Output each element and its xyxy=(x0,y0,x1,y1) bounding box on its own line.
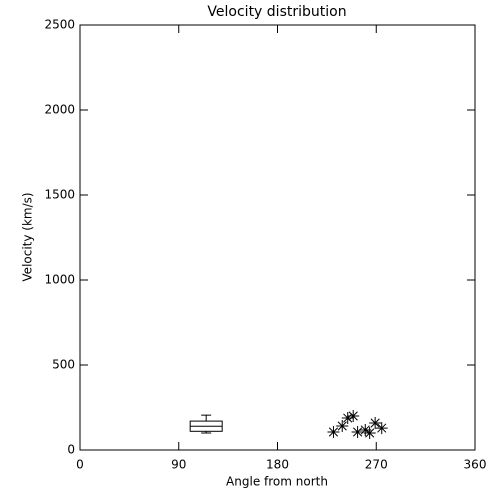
y-tick-label: 2500 xyxy=(44,18,75,32)
point xyxy=(341,412,354,425)
x-axis-label: Angle from north xyxy=(226,475,328,489)
point xyxy=(347,410,360,422)
plot-frame xyxy=(79,24,476,451)
point xyxy=(375,422,388,435)
x-tick-label: 90 xyxy=(171,458,186,472)
point xyxy=(359,423,372,436)
y-tick-label: 1500 xyxy=(44,188,75,202)
y-tick-label: 500 xyxy=(52,358,75,372)
point xyxy=(327,425,340,438)
point xyxy=(369,416,382,429)
y-axis-label: Velocity (km/s) xyxy=(21,192,35,281)
point xyxy=(351,425,364,438)
y-tick-label: 1000 xyxy=(44,273,75,287)
y-tick-label: 2000 xyxy=(44,103,75,117)
x-tick-label: 0 xyxy=(76,458,84,472)
point xyxy=(336,420,349,433)
x-tick-label: 270 xyxy=(365,458,388,472)
chart-title: Velocity distribution xyxy=(207,4,346,20)
y-tick-label: 0 xyxy=(67,443,75,457)
point xyxy=(363,427,376,439)
x-tick-label: 360 xyxy=(464,458,487,472)
x-tick-label: 180 xyxy=(266,458,289,472)
